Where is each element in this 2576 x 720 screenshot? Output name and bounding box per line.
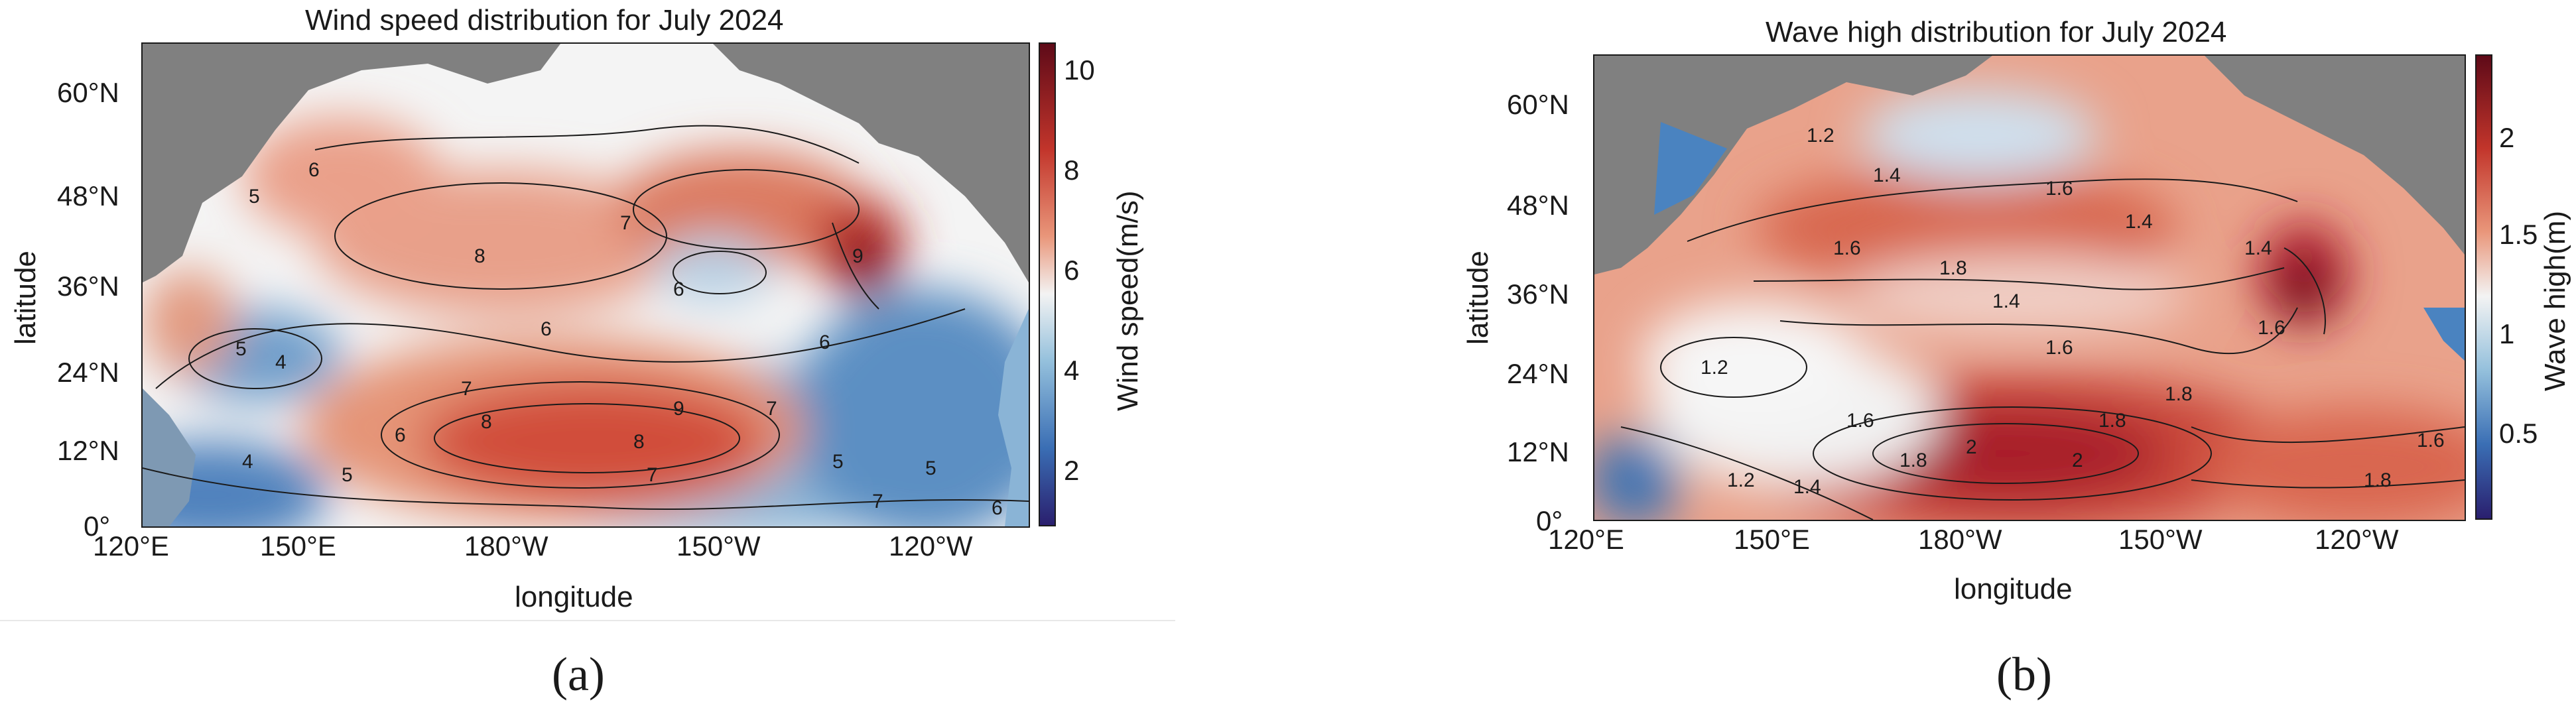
contour-label: 1.8 <box>1900 450 1927 471</box>
x-tick: 120°W <box>2315 524 2399 555</box>
x-tick: 120°E <box>1548 524 1624 555</box>
contour-label: 4 <box>275 351 287 373</box>
contour-label: 6 <box>992 497 1003 519</box>
contour-label: 6 <box>819 331 830 353</box>
contour-label: 2 <box>2072 450 2083 471</box>
contour-label: 1.2 <box>1727 469 1755 491</box>
contour-label: 1.4 <box>1793 476 1821 498</box>
colorbar <box>2475 54 2492 520</box>
x-tick: 120°E <box>93 530 169 562</box>
contour-label: 1.8 <box>2098 410 2126 432</box>
colorbar-tick: 1.5 <box>2499 219 2538 250</box>
y-tick: 0° <box>84 510 111 542</box>
y-tick: 36°N <box>1507 278 1569 310</box>
colorbar <box>1039 42 1056 526</box>
y-tick: 24°N <box>57 357 119 388</box>
contour-label: 5 <box>235 338 247 360</box>
contour-label: 1.8 <box>2165 383 2193 405</box>
chart-title: Wind speed distribution for July 2024 <box>305 4 784 36</box>
contour-label: 1.4 <box>2125 211 2153 233</box>
y-tick: 48°N <box>57 180 119 211</box>
panel-label: (b) <box>1996 648 2052 701</box>
x-axis-label: longitude <box>515 581 633 613</box>
colorbar-tick: 2 <box>1064 455 1080 486</box>
contour-label: 1.4 <box>1992 290 2020 312</box>
contour-label: 7 <box>620 212 631 234</box>
contour-label: 1.4 <box>1873 164 1901 186</box>
map-area: 5 6 7 8 9 4 5 6 7 8 7 6 5 6 8 9 7 6 5 4 <box>141 42 1030 528</box>
colorbar-tick: 1 <box>2499 318 2515 349</box>
x-tick: 150°E <box>1734 524 1810 555</box>
y-tick: 48°N <box>1507 190 1569 221</box>
contour-label: 7 <box>647 464 658 486</box>
contour-label: 1.2 <box>1701 357 1728 379</box>
y-tick: 60°N <box>1507 89 1569 120</box>
chart-title: Wave high distribution for July 2024 <box>1766 16 2227 48</box>
contour-label: 1.2 <box>1807 125 1835 147</box>
contour-label: 5 <box>832 451 844 473</box>
contour-label: 8 <box>481 411 492 433</box>
wind-speed-map: 5 6 7 8 9 4 5 6 7 8 7 6 5 6 8 9 7 6 5 4 <box>143 44 1029 526</box>
wave-height-map: 1.2 1.4 1.6 1.4 1.6 1.8 2 1.8 1.6 1.4 1.… <box>1594 56 2465 520</box>
colorbar-label: Wind speed(m/s) <box>1112 190 1144 411</box>
y-tick: 36°N <box>57 270 119 302</box>
contour-label: 7 <box>872 491 883 512</box>
contour-label: 5 <box>925 457 936 479</box>
contour-label: 1.6 <box>2045 337 2073 359</box>
contour-label: 5 <box>342 464 353 486</box>
contour-label: 6 <box>308 159 320 181</box>
contour-label: 6 <box>541 318 552 340</box>
x-axis-label: longitude <box>1954 573 2073 605</box>
contour-label: 7 <box>766 398 777 420</box>
contour-label: 4 <box>242 451 253 473</box>
colorbar-tick: 4 <box>1064 355 1080 386</box>
divider <box>0 620 1175 621</box>
colorbar-tick: 8 <box>1064 154 1080 186</box>
colorbar-tick: 0.5 <box>2499 418 2538 449</box>
x-tick: 150°W <box>2118 524 2203 555</box>
y-tick: 60°N <box>57 77 119 108</box>
panel-label: (a) <box>552 648 605 701</box>
contour-label: 6 <box>395 424 406 446</box>
contour-label: 7 <box>461 378 472 400</box>
x-tick: 180°W <box>1918 524 2002 555</box>
y-axis-label: latitude <box>9 251 42 345</box>
y-axis-label: latitude <box>1462 251 1494 345</box>
panel-wave-height: Wave high distribution for July 2024 <box>1288 0 2576 720</box>
colorbar-label: Wave high(m) <box>2539 210 2571 391</box>
x-tick: 120°W <box>889 530 973 562</box>
contour-label: 8 <box>474 245 485 267</box>
contour-label: 2 <box>1966 436 1977 458</box>
x-tick: 180°W <box>464 530 548 562</box>
colorbar-tick: 10 <box>1064 54 1095 86</box>
contour-label: 9 <box>673 398 684 420</box>
y-tick: 0° <box>1536 505 1563 536</box>
contour-label: 5 <box>249 186 260 208</box>
colorbar-tick: 6 <box>1064 255 1080 286</box>
contour-label: 1.6 <box>2045 178 2073 200</box>
y-tick: 24°N <box>1507 358 1569 389</box>
contour-label: 9 <box>852 245 864 267</box>
x-tick: 150°E <box>260 530 336 562</box>
contour-label: 1.6 <box>1833 237 1861 259</box>
x-tick: 150°W <box>676 530 761 562</box>
contour-label: 1.8 <box>1939 257 1967 279</box>
y-tick: 12°N <box>1507 436 1569 467</box>
y-tick: 12°N <box>57 435 119 466</box>
map-area: 1.2 1.4 1.6 1.4 1.6 1.8 2 1.8 1.6 1.4 1.… <box>1593 54 2466 521</box>
panel-wind-speed: Wind speed distribution for July 2024 <box>0 4 1175 701</box>
contour-label: 8 <box>633 431 645 453</box>
contour-label: 1.4 <box>2244 237 2272 259</box>
contour-label: 1.6 <box>1846 410 1874 432</box>
contour-label: 1.6 <box>2258 317 2286 339</box>
contour-label: 1.8 <box>2364 469 2392 491</box>
contour-label: 6 <box>673 278 684 300</box>
colorbar-tick: 2 <box>2499 122 2515 153</box>
contour-label: 1.6 <box>2417 430 2445 451</box>
